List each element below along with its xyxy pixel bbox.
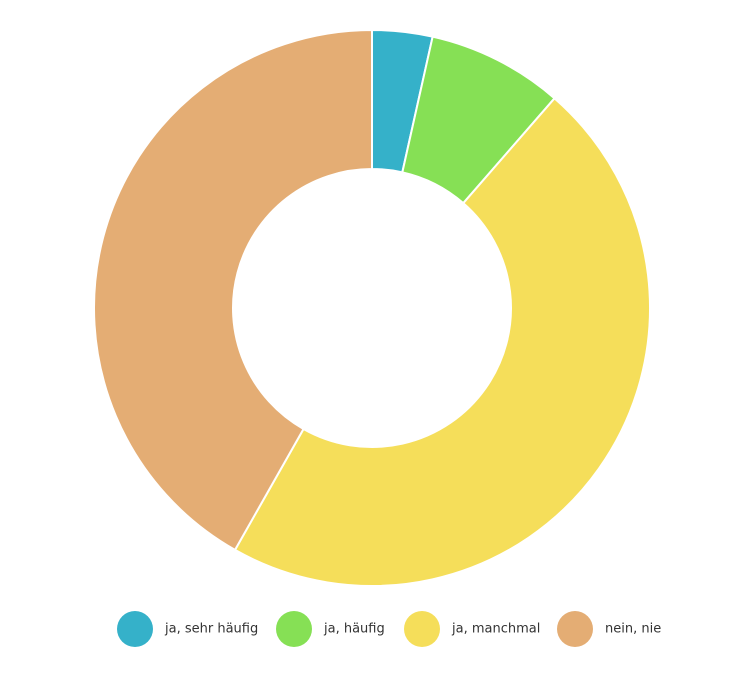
legend-label[interactable]: nein, nie [605, 622, 661, 637]
legend-swatch[interactable] [276, 611, 312, 647]
legend-label[interactable]: ja, manchmal [451, 622, 540, 637]
legend-swatch[interactable] [117, 611, 153, 647]
donut-segment [233, 96, 651, 587]
legend-label[interactable]: ja, häufig [323, 622, 385, 637]
legend-swatch[interactable] [557, 611, 593, 647]
legend-swatch[interactable] [404, 611, 440, 647]
legend-label[interactable]: ja, sehr häufig [164, 622, 258, 637]
donut-segment [93, 28, 373, 552]
